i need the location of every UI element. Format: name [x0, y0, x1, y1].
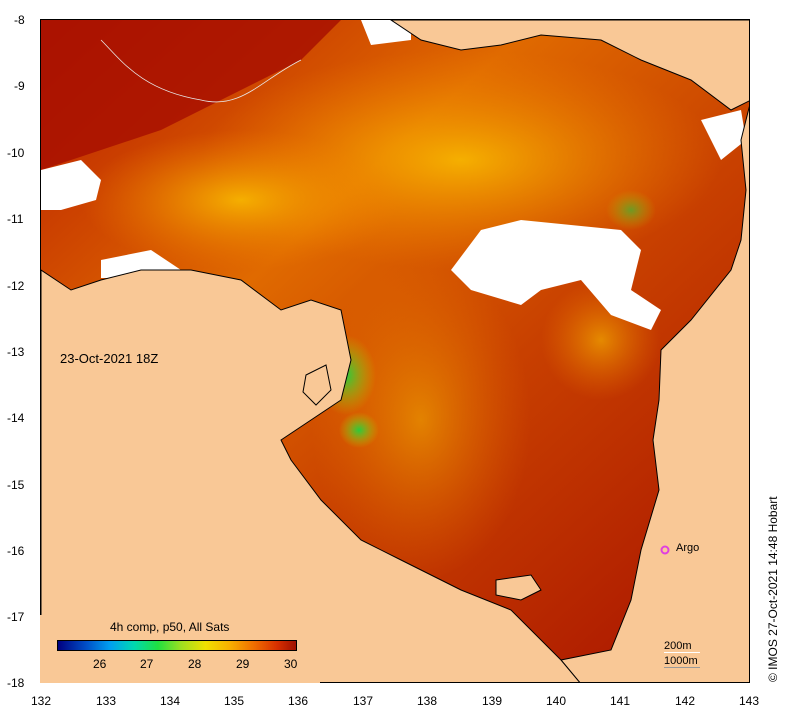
y-tick: -9 — [14, 79, 25, 93]
sst-map — [41, 20, 749, 682]
x-tick: 143 — [739, 694, 760, 708]
x-tick: 134 — [160, 694, 181, 708]
y-tick: -18 — [7, 676, 25, 690]
y-tick: -14 — [7, 411, 25, 425]
x-tick: 135 — [224, 694, 245, 708]
depth-line-1000m — [664, 667, 700, 668]
y-tick: -11 — [7, 212, 24, 226]
depth-contour-1000m: 1000m — [664, 655, 698, 667]
colorbar-tick: 29 — [236, 657, 250, 671]
colorbar-tick: 28 — [188, 657, 202, 671]
imos-credit: © IMOS 27-Oct-2021 14:48 Hobart — [766, 496, 780, 682]
argo-float-marker — [660, 545, 670, 555]
x-tick: 136 — [288, 694, 309, 708]
y-tick: -15 — [7, 478, 25, 492]
cloud-patch — [41, 160, 101, 210]
cloud-patch — [451, 220, 661, 330]
depth-line-200m — [664, 652, 700, 653]
cloud-patch — [361, 20, 411, 45]
cloud-patch — [701, 110, 746, 160]
colorbar-tick: 27 — [140, 657, 154, 671]
legend-title: 4h comp, p50, All Sats — [110, 620, 230, 634]
y-tick: -8 — [14, 13, 25, 27]
y-tick: -17 — [7, 610, 25, 624]
x-tick: 142 — [675, 694, 696, 708]
x-tick: 138 — [417, 694, 438, 708]
y-tick: -16 — [7, 544, 25, 558]
colorbar-tick: 30 — [284, 657, 298, 671]
x-tick: 137 — [353, 694, 374, 708]
temperature-colorbar — [57, 640, 297, 651]
x-tick: 133 — [96, 694, 117, 708]
x-tick: 141 — [610, 694, 631, 708]
map-frame — [40, 19, 750, 683]
colorbar-tick: 26 — [93, 657, 107, 671]
x-tick: 140 — [546, 694, 567, 708]
x-tick: 139 — [482, 694, 503, 708]
land-arnhem — [41, 269, 580, 682]
depth-contour-200m: 200m — [664, 640, 692, 652]
y-tick: -10 — [7, 146, 25, 160]
x-tick: 132 — [31, 694, 52, 708]
land-new-guinea — [390, 20, 749, 111]
date-label: 23-Oct-2021 18Z — [60, 351, 159, 366]
y-tick: -13 — [7, 345, 25, 359]
argo-label: Argo — [676, 542, 700, 554]
y-tick: -12 — [7, 279, 25, 293]
